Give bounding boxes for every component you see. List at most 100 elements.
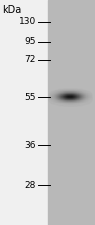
Bar xyxy=(49,96,50,97)
Bar xyxy=(84,101,85,102)
Bar xyxy=(65,93,66,94)
Bar xyxy=(88,93,89,94)
Bar xyxy=(70,101,71,102)
Bar xyxy=(77,94,78,95)
Bar xyxy=(65,101,66,102)
Bar xyxy=(53,98,54,99)
Bar xyxy=(60,92,61,93)
Bar xyxy=(68,104,69,105)
Bar xyxy=(51,94,52,95)
Bar xyxy=(86,101,87,102)
Bar xyxy=(71,94,72,95)
Bar xyxy=(71,89,72,90)
Bar xyxy=(72,104,73,105)
Bar xyxy=(84,97,85,98)
Bar xyxy=(84,99,85,100)
Bar xyxy=(70,99,71,100)
Bar xyxy=(72,97,73,98)
Bar xyxy=(87,100,88,101)
Bar xyxy=(53,102,54,103)
Bar xyxy=(59,89,60,90)
Bar xyxy=(78,89,79,90)
Bar xyxy=(71,98,72,99)
Text: 95: 95 xyxy=(25,38,36,47)
Bar xyxy=(66,89,67,90)
Bar xyxy=(87,94,88,95)
Bar xyxy=(64,97,65,98)
Bar xyxy=(59,104,60,105)
Bar xyxy=(75,91,76,92)
Bar xyxy=(83,94,84,95)
Bar xyxy=(71,97,72,98)
Text: 130: 130 xyxy=(19,18,36,27)
Bar xyxy=(65,92,66,93)
Bar xyxy=(63,99,64,100)
Bar xyxy=(58,99,59,100)
Bar xyxy=(64,91,65,92)
Bar xyxy=(64,104,65,105)
Bar xyxy=(79,101,80,102)
Bar xyxy=(55,97,56,98)
Bar xyxy=(52,99,53,100)
Bar xyxy=(75,101,76,102)
Bar xyxy=(69,97,70,98)
Bar xyxy=(53,99,54,100)
Bar xyxy=(64,102,65,103)
Bar xyxy=(58,98,59,99)
Bar xyxy=(72,101,73,102)
Bar xyxy=(58,101,59,102)
Bar xyxy=(83,96,84,97)
Bar xyxy=(72,99,73,100)
Bar xyxy=(84,96,85,97)
Bar xyxy=(55,96,56,97)
Bar xyxy=(89,97,90,98)
Bar xyxy=(63,101,64,102)
Text: 28: 28 xyxy=(25,180,36,189)
Bar xyxy=(71,103,72,104)
Bar xyxy=(60,102,61,103)
Bar xyxy=(83,91,84,92)
Bar xyxy=(73,100,74,101)
Bar xyxy=(61,101,62,102)
Bar xyxy=(75,98,76,99)
Bar xyxy=(79,103,80,104)
Bar xyxy=(70,98,71,99)
Bar xyxy=(84,94,85,95)
Bar xyxy=(69,94,70,95)
Bar xyxy=(68,100,69,101)
Bar xyxy=(72,91,73,92)
Bar xyxy=(61,98,62,99)
Bar xyxy=(87,92,88,93)
Bar xyxy=(90,97,91,98)
Bar xyxy=(82,95,83,96)
Bar xyxy=(64,103,65,104)
Bar xyxy=(56,102,57,103)
Bar xyxy=(90,94,91,95)
Bar xyxy=(62,95,63,96)
Bar xyxy=(89,101,90,102)
Bar xyxy=(84,103,85,104)
Bar xyxy=(63,96,64,97)
Bar xyxy=(57,94,58,95)
Bar xyxy=(70,90,71,91)
Bar xyxy=(51,97,52,98)
Bar xyxy=(69,99,70,100)
Bar xyxy=(52,94,53,95)
Bar xyxy=(53,92,54,93)
Bar xyxy=(76,104,77,105)
Bar xyxy=(72,93,73,94)
Bar xyxy=(74,89,75,90)
Bar xyxy=(65,103,66,104)
Bar xyxy=(80,98,81,99)
Bar xyxy=(58,92,59,93)
Bar xyxy=(76,102,77,103)
Bar xyxy=(86,91,87,92)
Bar xyxy=(75,104,76,105)
Bar xyxy=(55,98,56,99)
Bar xyxy=(68,96,69,97)
Bar xyxy=(81,101,82,102)
Bar xyxy=(79,98,80,99)
Bar xyxy=(85,93,86,94)
Bar xyxy=(77,102,78,103)
Bar xyxy=(72,92,73,93)
